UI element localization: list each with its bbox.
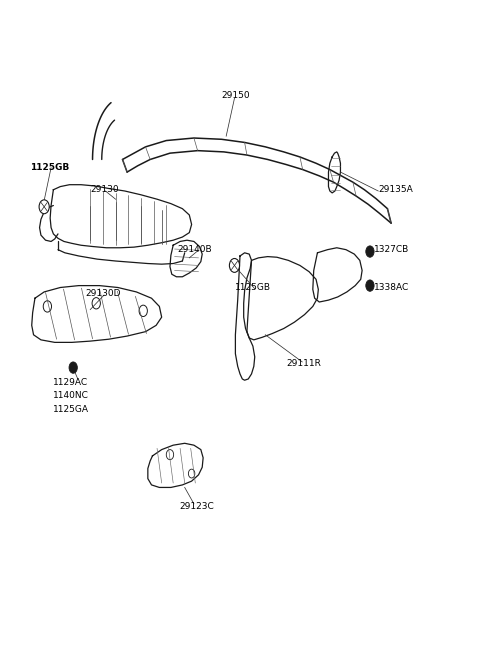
Text: 29123C: 29123C [179,502,214,511]
Text: 1125GB: 1125GB [30,163,70,172]
Text: 29130D: 29130D [85,289,121,298]
Circle shape [366,280,374,291]
Text: 1125GA: 1125GA [53,405,89,415]
Text: 1327CB: 1327CB [373,245,409,254]
Text: 29135A: 29135A [378,185,413,194]
Circle shape [39,200,49,214]
Text: 1338AC: 1338AC [373,283,409,292]
Text: 29130: 29130 [90,185,119,194]
Circle shape [69,362,77,373]
Text: 29111R: 29111R [286,359,321,368]
Circle shape [229,258,240,273]
Text: 29150: 29150 [222,91,250,100]
Text: 1125GB: 1125GB [235,283,271,292]
Text: 1140NC: 1140NC [53,392,89,401]
Circle shape [366,246,374,258]
Text: 1129AC: 1129AC [53,378,88,386]
Text: 29140B: 29140B [178,245,213,254]
